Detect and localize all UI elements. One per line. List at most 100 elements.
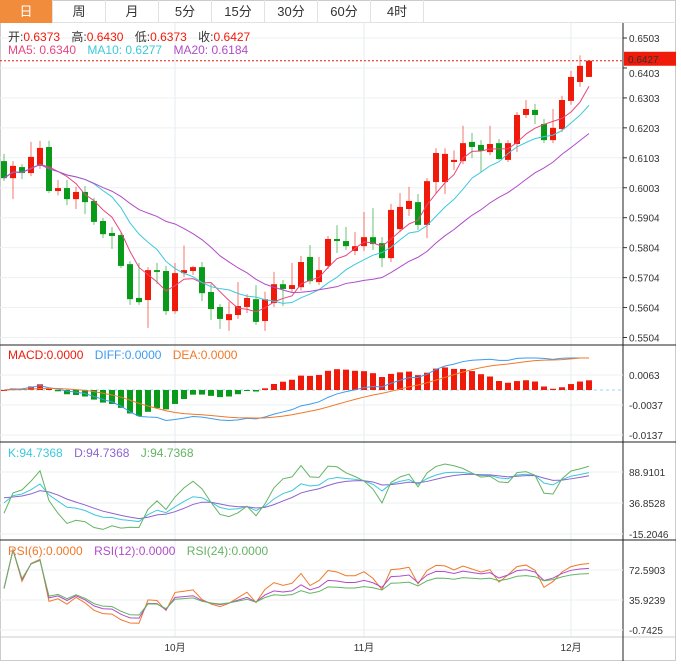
macd-bar — [496, 381, 502, 390]
rsi6-value: RSI(6):0.0000 — [8, 544, 83, 558]
macd-bar — [343, 369, 349, 390]
j-line — [3, 463, 590, 530]
rsi24-value: RSI(24):0.0000 — [186, 544, 269, 558]
ma5-line — [3, 86, 590, 313]
macd-tick-label: -0.0037 — [629, 401, 663, 412]
price-tick-label: 0.5604 — [629, 304, 660, 315]
macd-bar — [550, 388, 556, 390]
candle-up — [244, 297, 250, 307]
macd-bar — [181, 390, 187, 400]
candle-down — [208, 291, 214, 310]
macd-bar — [127, 390, 133, 414]
macd-bar — [271, 383, 277, 390]
candle-up — [568, 76, 574, 101]
candle-down — [379, 243, 385, 259]
k-line — [3, 471, 590, 523]
macd-bar — [451, 368, 457, 390]
open-label: 开: — [8, 30, 24, 44]
tab-4hour[interactable]: 4时 — [371, 0, 424, 23]
rsi-tick-label: 35.9239 — [629, 596, 666, 607]
macd-bar — [370, 373, 376, 390]
candle-down — [64, 188, 70, 200]
tab-60min[interactable]: 60分 — [318, 0, 371, 23]
month-label: 10月 — [164, 642, 185, 654]
rsi-tick-label: -0.7425 — [629, 626, 663, 637]
price-tick-label: 0.6003 — [629, 184, 660, 195]
diff-value: DIFF:0.0000 — [94, 348, 162, 362]
price-tick-label: 0.6203 — [629, 124, 660, 135]
macd-bar — [514, 381, 520, 390]
candle-up — [181, 270, 187, 274]
macd-bar — [406, 371, 412, 390]
macd-bar — [28, 386, 34, 390]
candle-up — [289, 285, 295, 289]
candle-down — [532, 109, 538, 115]
candle-up — [550, 127, 556, 141]
candle-up — [28, 156, 34, 174]
candle-down — [280, 284, 286, 289]
candle-down — [343, 241, 349, 247]
macd-bar — [91, 390, 97, 400]
dea-line — [3, 357, 589, 419]
rsi-legend: RSI(6):0.0000 RSI(12):0.0000 RSI(24):0.0… — [8, 544, 276, 558]
macd-bar — [442, 367, 448, 390]
candle-up — [460, 143, 466, 162]
macd-tick-label: -0.0137 — [629, 431, 663, 442]
close-value: 0.6427 — [213, 30, 251, 44]
k-value: K:94.7368 — [8, 446, 63, 460]
tab-30min[interactable]: 30分 — [265, 0, 318, 23]
price-tick-label: 0.6403 — [629, 69, 660, 80]
candle-up — [235, 306, 241, 316]
ma-legend: MA5: 0.6340 MA10: 0.6277 MA20: 0.6184 — [8, 43, 256, 57]
tab-month[interactable]: 月 — [106, 0, 159, 23]
macd-bar — [100, 390, 106, 403]
candle-up — [325, 238, 331, 266]
tab-5min[interactable]: 5分 — [159, 0, 212, 23]
price-tick-label: 0.6503 — [629, 34, 660, 45]
candle-down — [136, 297, 142, 303]
candle-up — [523, 108, 529, 115]
price-tick-label: 0.5504 — [629, 334, 660, 345]
current-price-badge — [624, 51, 676, 66]
rsi-tick-label: 72.5903 — [629, 566, 666, 577]
macd-bar — [586, 380, 592, 390]
candle-down — [415, 202, 421, 225]
period-tabs: 日 周 月 5分 15分 30分 60分 4时 — [0, 0, 676, 23]
macd-bar — [172, 390, 178, 404]
tab-15min[interactable]: 15分 — [212, 0, 265, 23]
macd-bar — [244, 390, 250, 392]
candle-down — [19, 167, 25, 174]
macd-bar — [433, 368, 439, 390]
candle-down — [91, 200, 97, 222]
macd-bar — [55, 390, 61, 392]
candle-up — [226, 314, 232, 321]
macd-bar — [487, 376, 493, 390]
rsi6-line — [3, 548, 590, 624]
candle-down — [307, 256, 313, 282]
candle-up — [442, 153, 448, 183]
candle-down — [154, 270, 160, 272]
j-value: J:94.7368 — [140, 446, 194, 460]
macd-value: MACD:0.0000 — [8, 348, 84, 362]
month-label: 12月 — [560, 642, 581, 654]
macd-bar — [1, 390, 7, 391]
kdj-tick-label: 88.9101 — [629, 468, 666, 479]
candle-up — [406, 200, 412, 210]
candle-up — [316, 270, 322, 283]
macd-bar — [226, 390, 232, 397]
rsi12-value: RSI(12):0.0000 — [94, 544, 176, 558]
candle-down — [82, 191, 88, 203]
candle-down — [370, 237, 376, 245]
candle-up — [73, 191, 79, 200]
candle-up — [55, 188, 61, 192]
rsi12-line — [3, 548, 590, 619]
candle-up — [388, 209, 394, 259]
d-line — [3, 473, 590, 520]
candle-down — [199, 267, 205, 294]
candle-up — [37, 147, 43, 166]
macd-bar — [541, 386, 547, 390]
tab-week[interactable]: 周 — [53, 0, 106, 23]
price-tick-label: 0.5804 — [629, 244, 660, 255]
tab-day[interactable]: 日 — [0, 0, 53, 23]
